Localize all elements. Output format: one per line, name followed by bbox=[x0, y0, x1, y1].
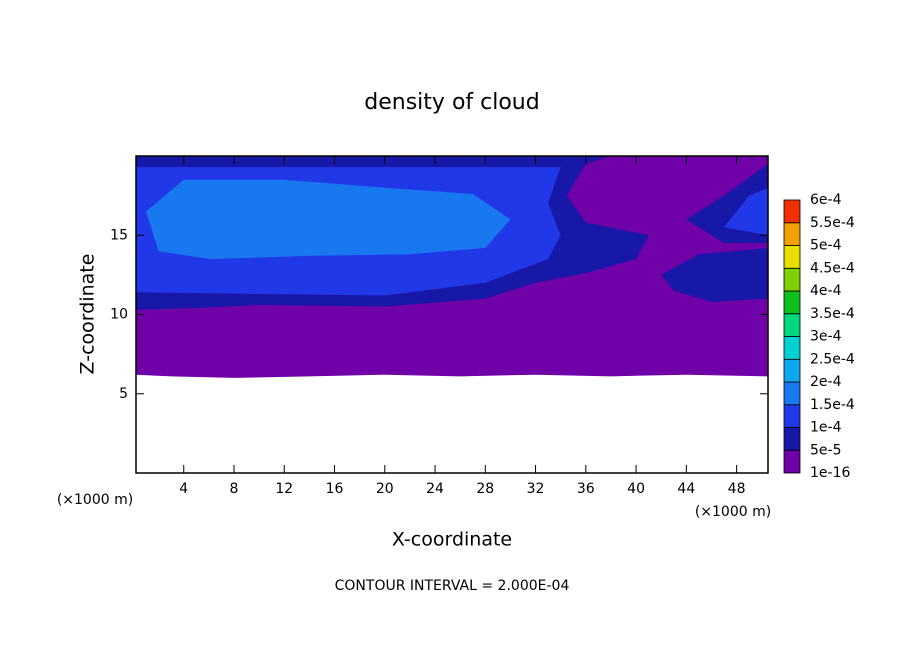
x-tick-label: 4 bbox=[179, 481, 188, 497]
colorbar-box bbox=[783, 222, 801, 246]
colorbar-box bbox=[783, 245, 801, 269]
x-tick-label: 20 bbox=[376, 481, 394, 497]
x-tick-label: 28 bbox=[476, 481, 494, 497]
colorbar-label: 1e-4 bbox=[810, 420, 842, 436]
x-tick-label: 32 bbox=[527, 481, 545, 497]
x-axis-label: X-coordinate bbox=[392, 529, 512, 551]
colorbar-label: 5.5e-4 bbox=[810, 215, 855, 231]
x-tick-label: 48 bbox=[728, 481, 746, 497]
colorbar-box bbox=[783, 427, 801, 451]
x-tick-label: 40 bbox=[627, 481, 645, 497]
colorbar-label: 5e-4 bbox=[810, 238, 842, 254]
colorbar-label: 1.5e-4 bbox=[810, 397, 855, 413]
y-tick-label: 10 bbox=[110, 307, 128, 323]
colorbar-label: 4e-4 bbox=[810, 283, 842, 299]
colorbar-box bbox=[783, 404, 801, 428]
x-tick-label: 12 bbox=[275, 481, 293, 497]
contour-note: CONTOUR INTERVAL = 2.000E-04 bbox=[335, 578, 570, 594]
x-tick-label: 44 bbox=[677, 481, 695, 497]
colorbar-label: 2.5e-4 bbox=[810, 351, 855, 367]
y-unit: (×1000 m) bbox=[57, 492, 133, 508]
contour-region bbox=[661, 247, 768, 302]
x-tick-label: 16 bbox=[326, 481, 344, 497]
colorbar-box bbox=[783, 449, 801, 474]
colorbar-label: 2e-4 bbox=[810, 374, 842, 390]
colorbar-box bbox=[783, 199, 801, 224]
x-tick-label: 24 bbox=[426, 481, 444, 497]
x-tick-label: 8 bbox=[230, 481, 239, 497]
colorbar-label: 5e-5 bbox=[810, 442, 841, 458]
colorbar-box bbox=[783, 358, 801, 383]
colorbar-box bbox=[783, 381, 801, 406]
colorbar-box bbox=[783, 313, 801, 337]
colorbar-label: 3.5e-4 bbox=[810, 306, 855, 322]
contour-region bbox=[146, 179, 511, 260]
y-tick-label: 5 bbox=[119, 386, 128, 402]
colorbar-label: 6e-4 bbox=[810, 192, 842, 208]
colorbar-label: 1e-16 bbox=[810, 465, 850, 481]
x-unit: (×1000 m) bbox=[695, 504, 771, 520]
y-tick-label: 15 bbox=[110, 227, 128, 243]
chart-title: density of cloud bbox=[364, 90, 539, 115]
colorbar-box bbox=[783, 267, 801, 292]
y-axis-label: Z-coordinate bbox=[77, 254, 99, 375]
colorbar-box bbox=[783, 290, 801, 315]
colorbar-box bbox=[783, 336, 801, 360]
x-tick-label: 36 bbox=[577, 481, 595, 497]
colorbar-label: 3e-4 bbox=[810, 329, 842, 345]
colorbar-label: 4.5e-4 bbox=[810, 260, 855, 276]
contour-region bbox=[724, 187, 768, 236]
